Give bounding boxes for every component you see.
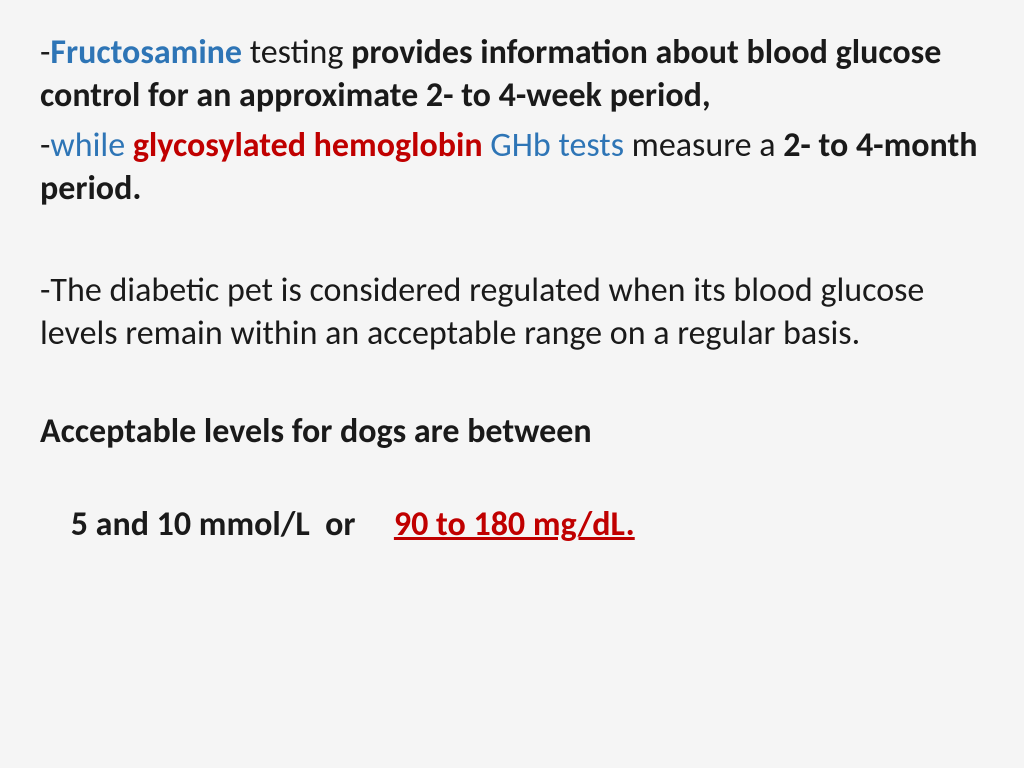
paragraph-2: -while glycosylated hemoglobin GHb tests… — [40, 125, 984, 210]
acceptable-levels-label: Acceptable levels for dogs are between — [40, 411, 592, 452]
word-testing: testing — [242, 32, 351, 73]
paragraph-4-line1: Acceptable levels for dogs are between — [40, 411, 984, 454]
term-fructosamine: Fructosamine — [50, 32, 242, 73]
paragraph-3: -The diabetic pet is considered regulate… — [40, 270, 984, 355]
paragraph-4-line2: 5 and 10 mmol/L or 90 to 180 mg/dL. — [40, 462, 984, 547]
term-ghb-tests: GHb tests — [490, 125, 624, 166]
paragraph-1: -Fructosamine testing provides informati… — [40, 32, 984, 117]
para2-lead: - — [40, 125, 50, 166]
dash: - — [40, 32, 50, 73]
word-while: while — [50, 125, 132, 166]
word-measure: measure a — [624, 125, 783, 166]
spacer — [40, 363, 984, 411]
acceptable-values-mmol: 5 and 10 mmol/L or — [55, 504, 394, 545]
term-glycosylated-hemoglobin: glycosylated hemoglobin — [133, 125, 490, 166]
spacer — [40, 218, 984, 270]
para3-text: -The diabetic pet is considered regulate… — [40, 270, 924, 354]
acceptable-values-mgdl: 90 to 180 mg/dL. — [394, 504, 635, 545]
